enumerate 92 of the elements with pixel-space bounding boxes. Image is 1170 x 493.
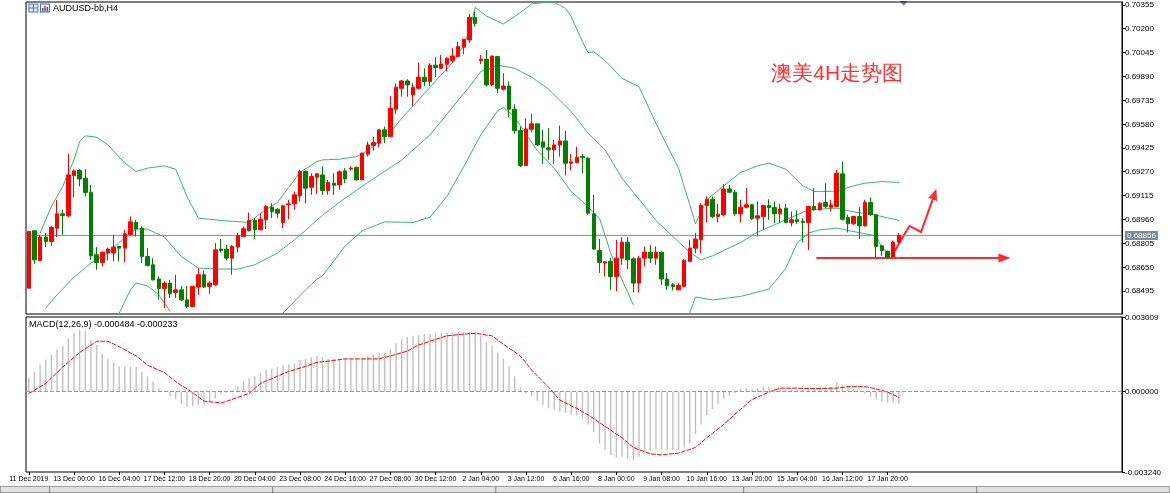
candlestick <box>44 232 48 248</box>
candlestick <box>501 72 506 92</box>
y-tick-label: 0.68805 <box>1125 238 1155 248</box>
candlestick <box>784 203 788 224</box>
candlestick <box>558 125 562 158</box>
candlestick <box>253 217 257 240</box>
candlestick <box>320 165 325 196</box>
candlestick <box>597 238 602 274</box>
candlestick <box>806 205 811 251</box>
y-tick-label: 0.68960 <box>1125 214 1155 224</box>
candlestick <box>885 249 890 259</box>
candlestick <box>648 244 653 264</box>
candlestick <box>750 203 754 221</box>
chart-title: AUDUSD-bb,H4 <box>53 2 119 13</box>
line-series <box>39 2 900 234</box>
candlestick <box>303 169 308 204</box>
candlestick <box>281 204 285 229</box>
candlestick <box>202 269 206 289</box>
candlestick <box>580 153 585 174</box>
candlestick <box>117 245 121 262</box>
candlestick <box>569 153 573 171</box>
y-tick-label: 0.000000 <box>1125 387 1159 397</box>
candlestick <box>812 187 816 211</box>
candlestick <box>801 217 805 243</box>
candlestick <box>705 195 709 223</box>
candlestick <box>422 67 427 87</box>
candlestick <box>38 234 42 261</box>
candlestick <box>490 55 494 87</box>
ref-line-label: 0.68856 <box>1127 230 1157 240</box>
y-tick-label: 0.69270 <box>1125 167 1155 177</box>
candlestick <box>603 260 607 277</box>
candlestick <box>851 215 856 226</box>
candlestick <box>592 194 596 251</box>
candlestick <box>710 195 715 219</box>
candlestick <box>349 165 353 171</box>
candlestick <box>608 257 613 291</box>
candlestick <box>428 62 432 87</box>
candlestick <box>586 156 590 216</box>
candlestick <box>495 55 500 94</box>
line-series <box>45 64 900 309</box>
candlestick <box>405 78 410 98</box>
y-tick-label: 0.69115 <box>1125 191 1154 201</box>
candlestick <box>157 275 161 301</box>
candlestick <box>27 230 31 289</box>
candlestick <box>332 172 336 196</box>
candlestick <box>857 206 862 240</box>
candlestick <box>484 49 489 88</box>
candlestick <box>654 245 658 266</box>
candlestick <box>473 11 477 28</box>
candlestick <box>818 201 822 211</box>
candlestick <box>563 130 568 177</box>
candlestick <box>326 179 330 196</box>
y-tick-label: 0.69580 <box>1125 119 1155 129</box>
candlestick <box>778 203 782 224</box>
y-tick-label: 0.68495 <box>1125 286 1155 296</box>
annotation: 澳美4H走势图 <box>771 61 904 84</box>
candlestick <box>552 139 556 165</box>
y-tick-label: 0.68650 <box>1125 262 1155 272</box>
y-tick-label: 0.70355 <box>1125 0 1155 10</box>
candlestick <box>880 244 884 257</box>
candlestick <box>863 199 867 227</box>
candlestick <box>60 209 65 236</box>
candlestick <box>354 165 359 181</box>
candlestick <box>134 219 138 237</box>
candlestick <box>479 54 483 65</box>
candlestick <box>168 279 172 299</box>
candlestick <box>897 232 901 244</box>
y-tick-label: 0.70045 <box>1125 47 1155 57</box>
y-tick-label: 0.69890 <box>1125 71 1155 81</box>
y-tick-label: 0.003009 <box>1125 312 1159 322</box>
line-series <box>28 332 900 456</box>
candlestick <box>337 169 342 191</box>
chart-title: MACD(12,26,9) -0.000484 -0.000233 <box>29 318 178 329</box>
y-tick-label: 0.69735 <box>1125 95 1155 105</box>
candlestick <box>360 152 364 181</box>
candlestick <box>382 126 387 144</box>
y-tick-label: -0.003240 <box>1125 467 1162 477</box>
candlestick <box>789 211 794 227</box>
candlestick <box>162 280 167 309</box>
candlestick <box>173 274 178 299</box>
candlestick <box>32 229 37 265</box>
candlestick <box>795 209 799 225</box>
candlestick <box>230 244 234 276</box>
y-tick-label: 0.69425 <box>1125 143 1155 153</box>
candlestick <box>575 146 579 164</box>
candlestick <box>433 56 438 78</box>
candlestick <box>439 54 443 70</box>
candlestick <box>891 239 895 258</box>
candlestick <box>823 182 828 209</box>
y-tick-label: 0.70200 <box>1125 24 1155 34</box>
candlestick <box>343 167 347 184</box>
candlestick <box>671 282 675 291</box>
